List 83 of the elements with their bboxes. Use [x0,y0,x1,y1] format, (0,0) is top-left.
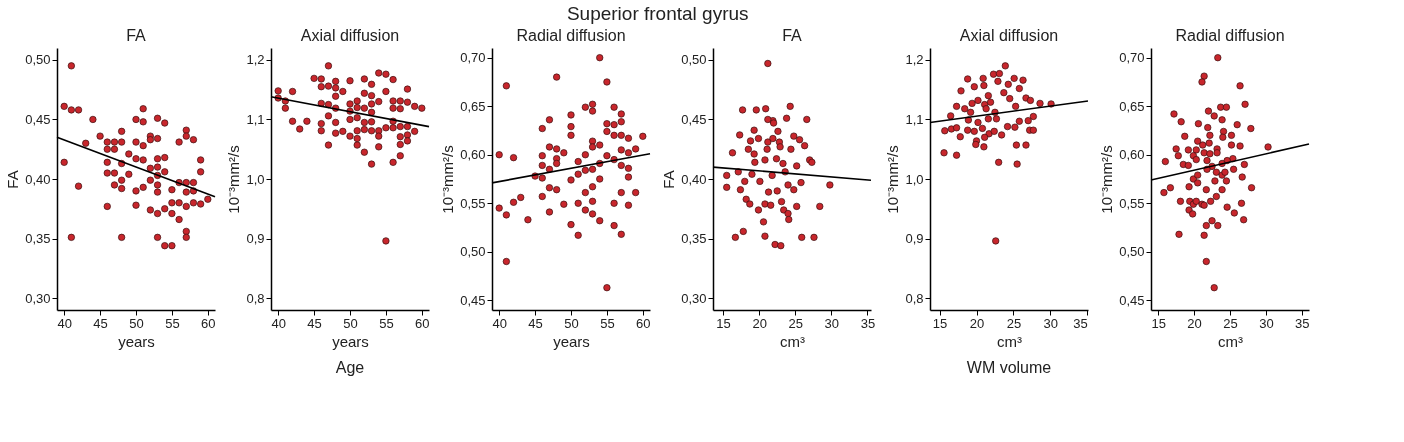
x-tick-label: 55 [600,315,615,331]
x-tick-label: 15 [1151,315,1166,331]
chart-title: Radial diffusion [1175,27,1285,44]
x-tick-label: 25 [1223,315,1238,331]
x-tick-label: 50 [564,315,579,331]
x-tick-label: 35 [860,315,876,331]
y-tick-label: 0,60 [1119,147,1145,163]
y-tick-label: 0,70 [1119,50,1145,66]
y-tick-label: 0,70 [460,50,486,66]
y-tick-label: 0,50 [1119,244,1145,260]
x-tick-label: 55 [165,315,180,331]
x-tick-label: 25 [1006,315,1022,331]
x-tick-label: 30 [1043,315,1059,331]
x-tick-label: 25 [788,315,803,331]
chart-title: Radial diffusion [516,27,626,44]
text: WM volume [966,359,1052,376]
chart-title: FA [126,27,147,44]
x-tick-label: 60 [201,315,216,331]
chart-title: Axial diffusion [959,27,1059,44]
y-tick-label: 0,50 [460,244,486,260]
x-tick-label: 45 [528,315,543,331]
y-axis-title: FA [660,170,678,189]
y-tick-label: 0,8 [246,290,265,306]
x-tick-label: 30 [1259,315,1274,331]
y-tick-label: 0,9 [246,231,265,247]
y-tick-label: 0,50 [681,52,707,68]
x-axis-title: years [118,332,155,350]
y-tick-label: 0,40 [681,171,707,187]
x-tick-label: 40 [492,315,507,331]
y-tick-label: 1,1 [246,111,265,127]
x-tick-label: 45 [93,315,108,331]
y-tick-label: 1,1 [905,111,924,127]
y-axis-title: 10⁻³mm²/s [225,145,243,214]
y-tick-label: 0,40 [25,171,51,187]
x-tick-label: 35 [1073,315,1088,331]
y-tick-label: 0,45 [681,111,707,127]
x-tick-label: 30 [824,315,840,331]
x-axis-title: cm³ [780,332,805,350]
y-axis-title: 10⁻³mm²/s [884,145,902,214]
y-axis-title: 10⁻³mm²/s [439,145,457,214]
x-tick-label: 60 [415,315,430,331]
x-tick-label: 35 [1295,315,1310,331]
y-tick-label: 0,30 [25,290,51,306]
y-tick-label: 1,0 [246,171,265,187]
y-tick-label: 0,35 [25,231,51,247]
y-tick-label: 0,30 [681,290,707,306]
y-tick-label: 1,0 [905,171,924,187]
y-tick-label: 1,2 [246,52,265,68]
x-tick-label: 15 [716,315,731,331]
x-tick-label: 20 [752,315,767,331]
x-tick-label: 50 [343,315,358,331]
x-tick-label: 20 [1187,315,1202,331]
y-tick-label: 0,55 [1119,195,1145,211]
x-tick-label: 40 [57,315,72,331]
x-tick-label: 50 [129,315,144,331]
y-tick-label: 0,9 [905,231,924,247]
x-axis-title: cm³ [997,332,1022,350]
chart-title: Axial diffusion [300,27,400,44]
y-tick-label: 0,45 [25,111,51,127]
y-tick-label: 0,8 [905,290,924,306]
y-axis-title: FA [4,170,22,189]
x-tick-label: 20 [969,315,985,331]
y-tick-label: 0,60 [460,147,486,163]
x-axis-title: years [332,332,369,350]
x-tick-label: 40 [271,315,286,331]
text: Age [335,359,365,376]
y-tick-label: 0,35 [681,231,707,247]
y-tick-label: 0,65 [1119,98,1145,114]
x-tick-label: 60 [636,315,651,331]
y-tick-label: 0,45 [1119,292,1145,308]
y-tick-label: 0,45 [460,292,486,308]
x-tick-label: 15 [932,315,948,331]
y-tick-label: 0,55 [460,195,486,211]
x-axis-title: cm³ [1218,332,1243,350]
x-tick-label: 55 [379,315,394,331]
y-axis-title: 10⁻³mm²/s [1098,145,1116,214]
text: Superior frontal gyrus [566,3,749,24]
chart-title: FA [782,27,803,44]
y-tick-label: 1,2 [905,52,924,68]
x-axis-title: years [553,332,590,350]
y-tick-label: 0,65 [460,98,486,114]
y-tick-label: 0,50 [25,52,51,68]
x-tick-label: 45 [307,315,322,331]
